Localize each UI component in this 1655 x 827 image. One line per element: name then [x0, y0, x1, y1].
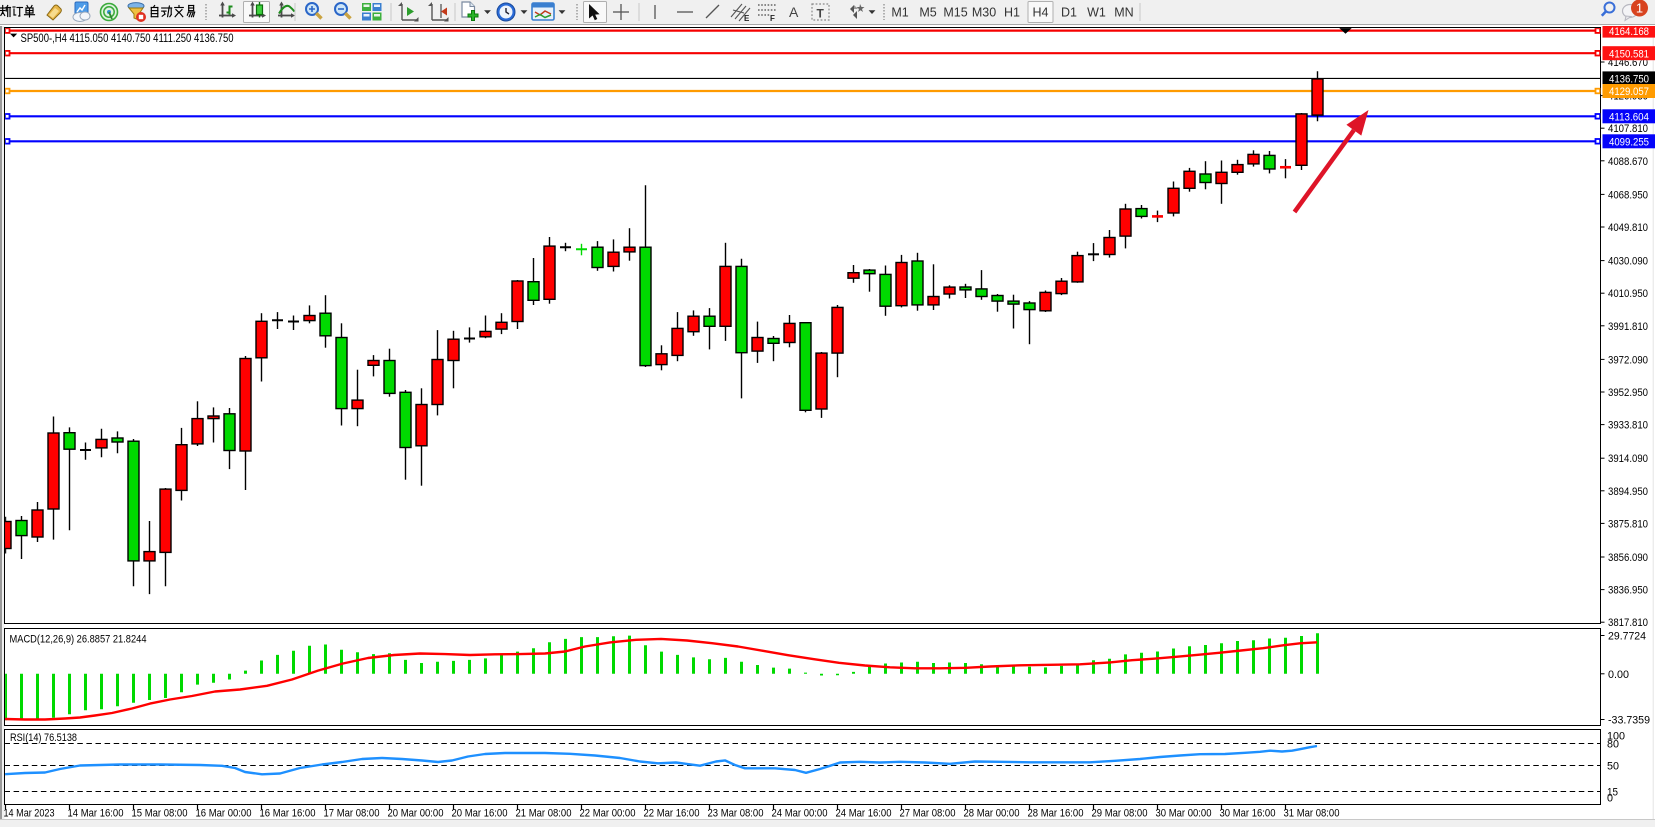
svg-text:4164.168: 4164.168 — [1609, 26, 1649, 38]
svg-text:4049.810: 4049.810 — [1608, 222, 1648, 234]
svg-text:50: 50 — [1607, 761, 1619, 773]
svg-text:23 Mar 08:00: 23 Mar 08:00 — [708, 808, 764, 820]
svg-text:SP500-,H4 4115.050 4140.750 4: SP500-,H4 4115.050 4140.750 4111.250 413… — [21, 31, 234, 45]
svg-text:31 Mar 08:00: 31 Mar 08:00 — [1284, 808, 1340, 820]
svg-text:4113.604: 4113.604 — [1609, 112, 1649, 124]
svg-text:3952.950: 3952.950 — [1608, 387, 1648, 399]
svg-text:17 Mar 08:00: 17 Mar 08:00 — [324, 808, 380, 820]
svg-text:RSI(14) 76.5138: RSI(14) 76.5138 — [10, 732, 77, 744]
svg-text:1: 1 — [1636, 1, 1643, 16]
svg-text:16 Mar 00:00: 16 Mar 00:00 — [196, 808, 252, 820]
svg-text:3972.090: 3972.090 — [1608, 354, 1648, 366]
svg-text:H4: H4 — [1033, 6, 1049, 20]
svg-text:3856.090: 3856.090 — [1608, 552, 1648, 564]
svg-text:3933.810: 3933.810 — [1608, 420, 1648, 432]
svg-text:3894.950: 3894.950 — [1608, 486, 1648, 498]
svg-text:22 Mar 00:00: 22 Mar 00:00 — [580, 808, 636, 820]
svg-text:4136.750: 4136.750 — [1609, 74, 1649, 86]
svg-text:3875.810: 3875.810 — [1608, 518, 1648, 530]
svg-text:4010.950: 4010.950 — [1608, 288, 1648, 300]
svg-text:24 Mar 00:00: 24 Mar 00:00 — [772, 808, 828, 820]
svg-text:27 Mar 08:00: 27 Mar 08:00 — [900, 808, 956, 820]
svg-text:16 Mar 16:00: 16 Mar 16:00 — [260, 808, 316, 820]
svg-text:M5: M5 — [919, 6, 936, 20]
svg-text:D1: D1 — [1061, 6, 1077, 20]
svg-text:3836.950: 3836.950 — [1608, 585, 1648, 597]
svg-text:15: 15 — [1607, 787, 1618, 799]
svg-text:A: A — [789, 4, 799, 20]
svg-text:20 Mar 16:00: 20 Mar 16:00 — [452, 808, 508, 820]
svg-text:29.7724: 29.7724 — [1608, 631, 1646, 643]
svg-text:4088.670: 4088.670 — [1608, 156, 1648, 168]
svg-text:M1: M1 — [891, 6, 908, 20]
svg-text:20 Mar 00:00: 20 Mar 00:00 — [388, 808, 444, 820]
svg-text:30 Mar 00:00: 30 Mar 00:00 — [1156, 808, 1212, 820]
svg-text:MACD(12,26,9) 26.8857 21.8244: MACD(12,26,9) 26.8857 21.8244 — [10, 634, 147, 646]
svg-text:M15: M15 — [943, 6, 967, 20]
svg-text:14 Mar 2023: 14 Mar 2023 — [4, 808, 55, 820]
svg-text:30 Mar 16:00: 30 Mar 16:00 — [1220, 808, 1276, 820]
svg-text:24 Mar 16:00: 24 Mar 16:00 — [836, 808, 892, 820]
svg-text:4129.057: 4129.057 — [1609, 86, 1649, 98]
svg-text:4030.090: 4030.090 — [1608, 256, 1648, 268]
svg-text:W1: W1 — [1087, 6, 1106, 20]
svg-text:0: 0 — [1607, 793, 1613, 805]
svg-text:4099.255: 4099.255 — [1609, 137, 1649, 149]
svg-text:28 Mar 16:00: 28 Mar 16:00 — [1028, 808, 1084, 820]
svg-text:3914.090: 3914.090 — [1608, 453, 1648, 465]
svg-text:15 Mar 08:00: 15 Mar 08:00 — [132, 808, 188, 820]
svg-text:4068.950: 4068.950 — [1608, 189, 1648, 201]
svg-text:H1: H1 — [1004, 6, 1020, 20]
svg-text:14 Mar 16:00: 14 Mar 16:00 — [68, 808, 124, 820]
svg-text:100: 100 — [1607, 731, 1625, 743]
svg-text:21 Mar 08:00: 21 Mar 08:00 — [516, 808, 572, 820]
svg-text:F: F — [770, 14, 775, 23]
svg-text:28 Mar 00:00: 28 Mar 00:00 — [964, 808, 1020, 820]
svg-text:0.00: 0.00 — [1608, 669, 1629, 681]
svg-text:3991.810: 3991.810 — [1608, 321, 1648, 333]
svg-text:M30: M30 — [972, 6, 996, 20]
svg-text:MN: MN — [1114, 6, 1133, 20]
svg-text:E: E — [744, 14, 750, 23]
svg-text:3817.810: 3817.810 — [1608, 617, 1648, 629]
svg-text:29 Mar 08:00: 29 Mar 08:00 — [1092, 808, 1148, 820]
svg-text:22 Mar 16:00: 22 Mar 16:00 — [644, 808, 700, 820]
svg-text:4107.810: 4107.810 — [1608, 123, 1648, 135]
svg-text:-33.7359: -33.7359 — [1608, 715, 1650, 727]
svg-text:80: 80 — [1607, 739, 1619, 751]
svg-text:4150.581: 4150.581 — [1609, 48, 1649, 60]
svg-text:T: T — [817, 7, 825, 21]
